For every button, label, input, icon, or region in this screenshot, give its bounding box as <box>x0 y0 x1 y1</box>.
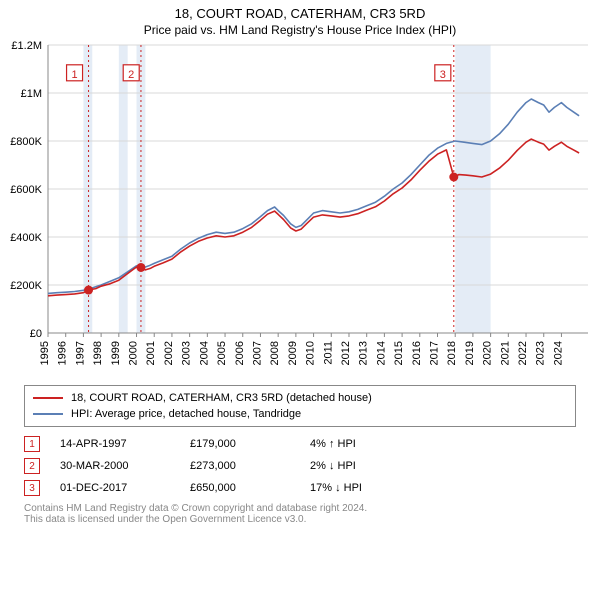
svg-text:2015: 2015 <box>393 341 405 365</box>
svg-text:1999: 1999 <box>110 341 122 365</box>
svg-text:2008: 2008 <box>269 341 281 365</box>
svg-text:2018: 2018 <box>446 341 458 365</box>
svg-text:2006: 2006 <box>234 341 246 365</box>
transaction-price: £179,000 <box>190 438 310 450</box>
legend-swatch <box>33 397 63 399</box>
svg-text:1996: 1996 <box>57 341 69 365</box>
svg-text:3: 3 <box>440 69 446 81</box>
svg-text:2016: 2016 <box>411 341 423 365</box>
svg-text:£1.2M: £1.2M <box>11 40 42 52</box>
chart-container: 18, COURT ROAD, CATERHAM, CR3 5RD Price … <box>0 0 600 525</box>
svg-text:1: 1 <box>71 69 77 81</box>
svg-text:2010: 2010 <box>305 341 317 365</box>
svg-text:2014: 2014 <box>375 341 387 365</box>
svg-text:2005: 2005 <box>216 341 228 365</box>
svg-text:1995: 1995 <box>39 341 51 365</box>
svg-text:£800K: £800K <box>10 136 42 148</box>
transaction-marker: 2 <box>24 458 40 474</box>
svg-text:2019: 2019 <box>464 341 476 365</box>
legend: 18, COURT ROAD, CATERHAM, CR3 5RD (detac… <box>24 385 576 427</box>
svg-text:£200K: £200K <box>10 280 42 292</box>
legend-row: 18, COURT ROAD, CATERHAM, CR3 5RD (detac… <box>33 390 567 406</box>
legend-row: HPI: Average price, detached house, Tand… <box>33 406 567 422</box>
transaction-marker: 1 <box>24 436 40 452</box>
transaction-date: 01-DEC-2017 <box>60 482 190 494</box>
transaction-price: £650,000 <box>190 482 310 494</box>
legend-label: HPI: Average price, detached house, Tand… <box>71 408 301 420</box>
transaction-row: 2 30-MAR-2000£273,0002% ↓ HPI <box>24 455 576 477</box>
svg-text:2009: 2009 <box>287 341 299 365</box>
transaction-row: 3 01-DEC-2017£650,00017% ↓ HPI <box>24 477 576 499</box>
footer-line-2: This data is licensed under the Open Gov… <box>24 514 576 525</box>
transaction-delta: 17% ↓ HPI <box>310 482 430 494</box>
svg-text:2017: 2017 <box>429 341 441 365</box>
svg-text:2002: 2002 <box>163 341 175 365</box>
svg-text:£1M: £1M <box>21 88 42 100</box>
footer-text: Contains HM Land Registry data © Crown c… <box>24 503 576 525</box>
titles: 18, COURT ROAD, CATERHAM, CR3 5RD Price … <box>0 0 600 37</box>
svg-text:2: 2 <box>128 69 134 81</box>
svg-text:2004: 2004 <box>198 341 210 365</box>
svg-text:2012: 2012 <box>340 341 352 365</box>
transaction-table: 1 14-APR-1997£179,0004% ↑ HPI 2 30-MAR-2000… <box>24 433 576 499</box>
svg-text:1997: 1997 <box>74 341 86 365</box>
transaction-row: 1 14-APR-1997£179,0004% ↑ HPI <box>24 433 576 455</box>
svg-text:£400K: £400K <box>10 232 42 244</box>
svg-text:2021: 2021 <box>499 341 511 365</box>
svg-text:2001: 2001 <box>145 341 157 365</box>
chart-title: 18, COURT ROAD, CATERHAM, CR3 5RD <box>0 6 600 21</box>
svg-text:2013: 2013 <box>358 341 370 365</box>
chart-subtitle: Price paid vs. HM Land Registry's House … <box>0 23 600 37</box>
chart-area: £0 £200K £400K £600K £800K £1M £1.2M 1995 1996 19… <box>0 37 600 377</box>
svg-text:2003: 2003 <box>181 341 193 365</box>
line-chart: £0 £200K £400K £600K £800K £1M £1.2M 1995 1996 19… <box>0 37 600 377</box>
legend-label: 18, COURT ROAD, CATERHAM, CR3 5RD (detac… <box>71 392 372 404</box>
svg-text:2024: 2024 <box>552 341 564 365</box>
svg-text:2007: 2007 <box>251 341 263 365</box>
svg-text:2000: 2000 <box>128 341 140 365</box>
transaction-price: £273,000 <box>190 460 310 472</box>
svg-text:2022: 2022 <box>517 341 529 365</box>
svg-text:£0: £0 <box>30 328 42 340</box>
svg-text:2020: 2020 <box>482 341 494 365</box>
transaction-delta: 2% ↓ HPI <box>310 460 430 472</box>
transaction-date: 14-APR-1997 <box>60 438 190 450</box>
svg-text:£600K: £600K <box>10 184 42 196</box>
svg-text:2023: 2023 <box>535 341 547 365</box>
transaction-delta: 4% ↑ HPI <box>310 438 430 450</box>
legend-swatch <box>33 413 63 415</box>
svg-text:1998: 1998 <box>92 341 104 365</box>
footer-line-1: Contains HM Land Registry data © Crown c… <box>24 503 576 514</box>
transaction-marker: 3 <box>24 480 40 496</box>
svg-text:2011: 2011 <box>322 341 334 365</box>
transaction-date: 30-MAR-2000 <box>60 460 190 472</box>
